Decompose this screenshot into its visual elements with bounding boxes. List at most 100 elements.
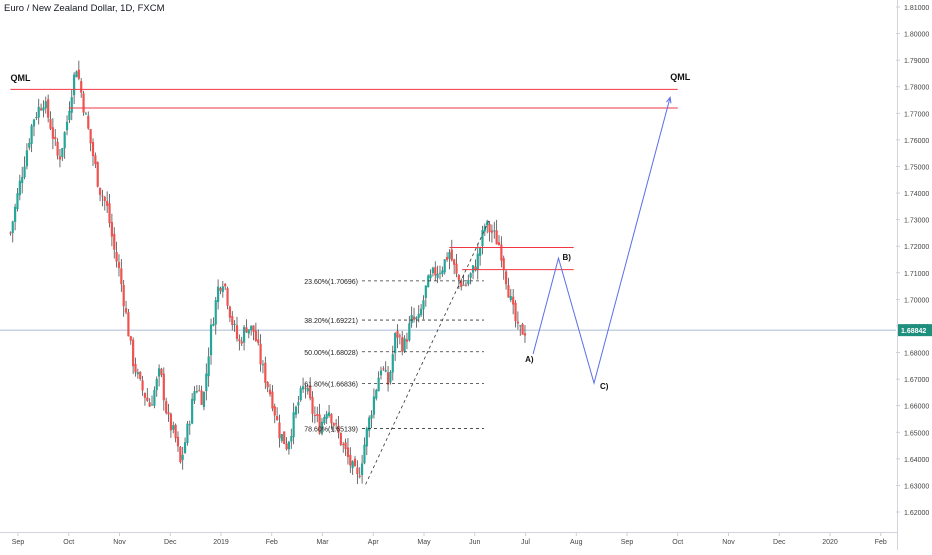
qml-label-0: QML <box>10 73 30 83</box>
candle-up <box>290 436 293 442</box>
candle-down <box>457 275 460 280</box>
candle-up <box>44 101 47 109</box>
candle-down <box>245 327 248 333</box>
candle-down <box>396 330 399 338</box>
candle-down <box>514 302 517 322</box>
candle-down <box>226 288 229 306</box>
y-tick-label-13: 1.75000 <box>904 164 929 171</box>
candle-up <box>320 421 324 434</box>
candle-down <box>47 99 50 118</box>
projection-group: A) B) C) <box>525 96 672 391</box>
candle-down <box>268 389 272 395</box>
candle-up <box>375 390 378 399</box>
candle-up <box>351 461 354 469</box>
candle-up <box>427 275 430 288</box>
candle-down <box>165 401 168 413</box>
candle-down <box>115 252 118 262</box>
candle-down <box>254 330 257 341</box>
candle-down <box>434 267 437 276</box>
candle-down <box>311 397 314 414</box>
x-tick-label-5: Feb <box>266 539 278 546</box>
candle-down <box>91 142 95 157</box>
symbol-title-text: Euro / New Zealand Dollar, 1D, FXCM <box>4 3 165 14</box>
current-price-tag-bg <box>898 324 932 337</box>
candle-up <box>467 279 470 285</box>
candle-down <box>117 262 121 269</box>
projection-path <box>532 97 671 385</box>
x-tick-label-10: Jul <box>521 539 530 546</box>
candle-up <box>422 300 425 310</box>
candle-down <box>129 336 132 341</box>
candle-up <box>519 325 522 327</box>
candle-down <box>330 414 333 424</box>
candle-down <box>502 258 505 271</box>
candle-up <box>61 148 64 158</box>
y-tick-label-16: 1.78000 <box>904 85 929 92</box>
time-axis-border <box>0 532 897 533</box>
candle-up <box>297 402 300 406</box>
candle-down <box>490 230 494 233</box>
candle-down <box>358 475 361 477</box>
candle-up <box>32 119 36 127</box>
candle-up <box>21 176 24 184</box>
candle-up <box>30 125 33 144</box>
candle-up <box>155 378 158 391</box>
candle-down <box>512 296 515 305</box>
y-tick-label-5: 1.67000 <box>904 377 929 384</box>
candle-down <box>276 416 279 420</box>
candle-up <box>448 252 451 259</box>
candle-up <box>377 377 380 392</box>
candle-down <box>337 425 340 433</box>
y-tick-label-3: 1.65000 <box>904 430 929 437</box>
candle-down <box>200 390 203 405</box>
candle-down <box>412 316 416 320</box>
candle-up <box>431 267 435 274</box>
candle-down <box>504 271 508 285</box>
candle-up <box>370 414 373 419</box>
candle-down <box>82 93 85 113</box>
candle-up <box>441 270 444 275</box>
candle-down <box>521 324 524 335</box>
candle-down <box>516 321 519 324</box>
candles-group <box>9 60 527 484</box>
candle-up <box>209 324 213 356</box>
symbol-title[interactable]: Euro / New Zealand Dollar, 1D, FXCM <box>4 3 169 14</box>
candle-up <box>37 106 40 118</box>
candle-down <box>266 382 269 388</box>
candle-down <box>349 454 352 466</box>
candle-up <box>391 354 394 373</box>
candle-down <box>464 284 468 286</box>
candle-down <box>146 397 149 401</box>
y-tick-label-18: 1.80000 <box>904 32 929 39</box>
fib-level-label-2: 50.00%(1.68028) <box>304 350 358 357</box>
candle-down <box>134 364 137 373</box>
candle-up <box>186 423 189 443</box>
candle-up <box>157 368 161 377</box>
candle-down <box>386 372 390 385</box>
candle-down <box>398 335 401 337</box>
candle-down <box>335 423 338 425</box>
fib-level-label-0: 23.60%(1.70696) <box>304 279 358 286</box>
candle-down <box>141 380 144 391</box>
candle-up <box>217 286 220 303</box>
candle-up <box>214 300 217 325</box>
candle-up <box>70 97 73 113</box>
candle-up <box>410 314 413 324</box>
candle-down <box>94 155 97 165</box>
x-tick-label-6: Mar <box>316 539 329 546</box>
candle-down <box>356 467 359 475</box>
candle-down <box>283 431 286 444</box>
qml-label-1: QML <box>670 72 690 82</box>
candle-up <box>16 193 19 210</box>
candle-up <box>65 121 69 131</box>
candle-down <box>259 343 262 365</box>
candle-down <box>39 108 43 111</box>
candle-up <box>250 325 253 331</box>
candle-down <box>103 197 106 201</box>
candle-up <box>471 265 475 273</box>
candle-down <box>455 263 458 274</box>
candle-down <box>474 266 477 271</box>
x-tick-label-9: Jun <box>469 539 480 546</box>
